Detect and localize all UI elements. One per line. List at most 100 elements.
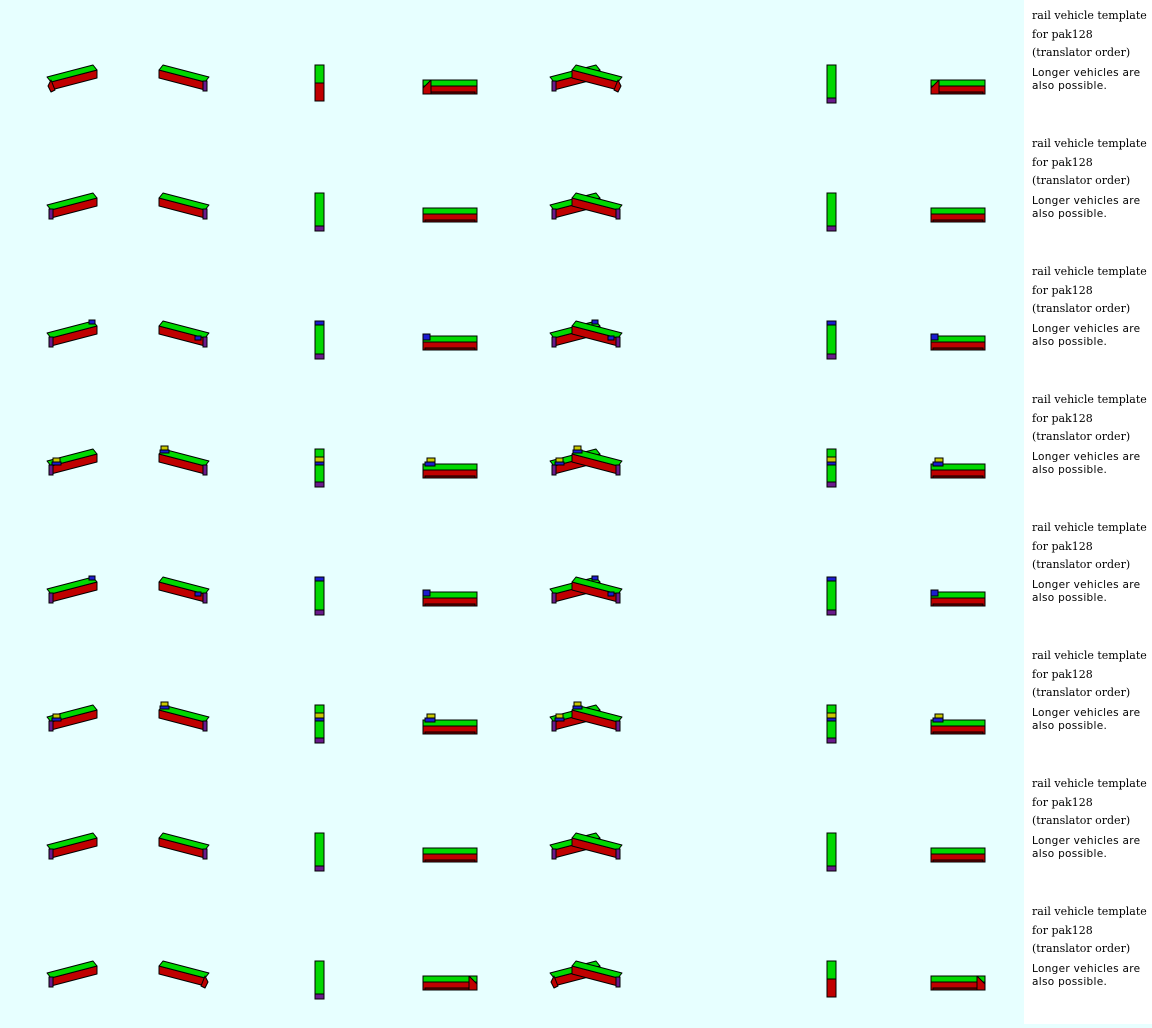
vehicle-sprite-n (158, 960, 210, 989)
vehicle-sprite-w (422, 79, 478, 95)
car-roof (422, 207, 478, 215)
pantograph-base (826, 717, 837, 722)
template-note: rail vehicle template for pak128 (transl… (1032, 521, 1150, 605)
coupler-block (930, 589, 939, 597)
car-nose (613, 79, 622, 93)
vehicle-sprite-w (422, 975, 478, 991)
car-end-face (826, 609, 837, 616)
car-end-face (314, 353, 325, 360)
car-roof (422, 847, 478, 855)
vehicle-sprite-s (46, 448, 98, 476)
pantograph-base (572, 705, 583, 710)
car-end-face (48, 848, 54, 860)
pantograph-base (424, 461, 436, 467)
car-roof (46, 832, 98, 851)
car-end-face (314, 865, 325, 872)
car-end-face (551, 80, 557, 92)
template-note: rail vehicle template for pak128 (transl… (1032, 777, 1150, 861)
car-underframe (932, 987, 984, 991)
vehicle-sprite-w (422, 333, 478, 351)
vehicle-sprite-sw (930, 457, 986, 479)
vehicle-sprite-sw (930, 713, 986, 735)
vehicle-row-sprites (46, 575, 986, 616)
car-roof (46, 960, 98, 979)
coupler-block (422, 589, 431, 597)
car-roof (571, 64, 623, 83)
car-nose (550, 975, 559, 989)
car-end-face (615, 976, 621, 988)
vehicle-sprite-e (314, 192, 325, 232)
car-roof (314, 320, 325, 358)
note-pak: for pak128 (1032, 924, 1093, 937)
vehicle-row (0, 768, 1024, 896)
note-pak: for pak128 (1032, 796, 1093, 809)
vehicle-sprite-n (158, 832, 210, 860)
pantograph-base (424, 717, 436, 723)
vehicle-row-sprites (46, 319, 986, 360)
car-roof (158, 192, 210, 211)
vehicle-sprite-nw (571, 832, 623, 860)
pantograph (826, 712, 837, 719)
car-end-face (48, 976, 54, 988)
car-end-face (202, 592, 208, 604)
coupler-block (591, 319, 599, 325)
car-end-face (551, 464, 557, 476)
coupler-block (88, 319, 96, 325)
car-nose (314, 82, 325, 102)
vehicle-sprite-nw (571, 960, 623, 988)
car-roof (314, 448, 325, 486)
car-end-face (826, 481, 837, 488)
car-roof (826, 192, 837, 230)
car-roof (158, 64, 210, 83)
vehicle-row-sprites (46, 445, 986, 488)
coupler-block (826, 320, 837, 326)
car-underframe (424, 859, 476, 863)
pantograph-base (51, 717, 62, 722)
vehicle-sprite-ne (826, 960, 837, 998)
car-end-face (826, 225, 837, 232)
car-underframe (932, 603, 984, 607)
note-pak: for pak128 (1032, 156, 1093, 169)
pantograph (314, 712, 325, 719)
car-nose (47, 79, 56, 93)
car-end-face (826, 737, 837, 744)
note-pak: for pak128 (1032, 284, 1093, 297)
car-roof (422, 335, 478, 343)
car-roof (571, 960, 623, 979)
car-roof (571, 576, 623, 595)
vehicle-sprite-n (158, 445, 210, 476)
car-underframe (424, 731, 476, 735)
vehicle-sprite-nw (571, 64, 623, 93)
car-roof (826, 448, 837, 486)
car-end-face (48, 464, 54, 476)
car-end-face (615, 208, 621, 220)
pantograph-base (554, 461, 565, 466)
vehicle-sprite-w (422, 847, 478, 863)
car-end-face (615, 464, 621, 476)
car-end-face (314, 993, 325, 1000)
coupler-block (422, 333, 431, 341)
vehicle-row (0, 384, 1024, 512)
vehicle-sprite-nw (571, 320, 623, 348)
vehicle-row (0, 640, 1024, 768)
vehicle-row (0, 256, 1024, 384)
vehicle-sprite-w (422, 589, 478, 607)
car-end-face (551, 848, 557, 860)
vehicle-sprite-nw (571, 576, 623, 604)
car-end-face (551, 208, 557, 220)
vehicle-sprite-sw (930, 589, 986, 607)
pantograph-base (932, 461, 944, 467)
car-end-face (202, 336, 208, 348)
vehicle-sprite-sw (930, 207, 986, 223)
note-longer: Longer vehicles are also possible. (1032, 707, 1141, 732)
vehicle-row (0, 896, 1024, 1024)
vehicle-sprite-s (46, 319, 98, 348)
car-roof (314, 960, 325, 998)
vehicle-row (0, 0, 1024, 128)
coupler-block (607, 591, 615, 597)
car-end-face (615, 848, 621, 860)
pantograph (314, 456, 325, 463)
car-end-face (551, 336, 557, 348)
car-end-face (202, 208, 208, 220)
car-end-face (314, 737, 325, 744)
